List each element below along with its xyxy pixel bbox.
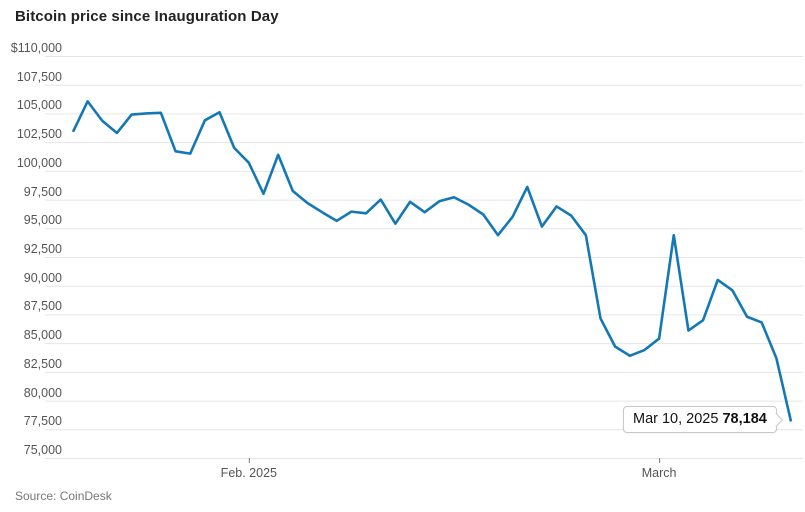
- chart-title: Bitcoin price since Inauguration Day: [15, 8, 279, 25]
- callout-date: Mar 10, 2025: [632, 410, 719, 427]
- y-axis-tick-label: 80,000: [23, 385, 62, 400]
- y-axis-tick-label: 87,500: [23, 299, 62, 314]
- y-axis-tick-label: 107,500: [16, 69, 62, 84]
- y-axis-tick-label: 75,000: [23, 443, 62, 457]
- axis-tick-marks: [248, 458, 661, 463]
- last-price-callout: Mar 10, 2025 78,184: [622, 405, 777, 433]
- gridlines: [45, 56, 803, 459]
- source-credit: Source: CoinDesk: [15, 489, 112, 503]
- y-axis-tick-label: 102,500: [16, 127, 62, 142]
- y-axis-tick-label: 92,500: [23, 242, 62, 256]
- y-axis-tick-label: 85,000: [23, 328, 62, 343]
- callout-value: 78,184: [722, 410, 767, 427]
- y-axis-tick-label: 105,000: [16, 98, 62, 113]
- y-axis-tick-label: 77,500: [23, 414, 62, 429]
- x-axis-tick-label: Feb. 2025: [220, 466, 277, 480]
- y-axis-tick-label: 100,000: [16, 155, 62, 170]
- y-axis-tick-label: 82,500: [23, 356, 62, 371]
- y-axis-tick-label: 95,000: [23, 213, 62, 228]
- y-axis-tick-label: 90,000: [23, 270, 62, 285]
- x-axis-tick-label: March: [641, 466, 677, 480]
- y-axis-tick-label: 97,500: [23, 184, 62, 199]
- y-axis-tick-label: $110,000: [10, 41, 62, 55]
- price-line[interactable]: [71, 100, 793, 422]
